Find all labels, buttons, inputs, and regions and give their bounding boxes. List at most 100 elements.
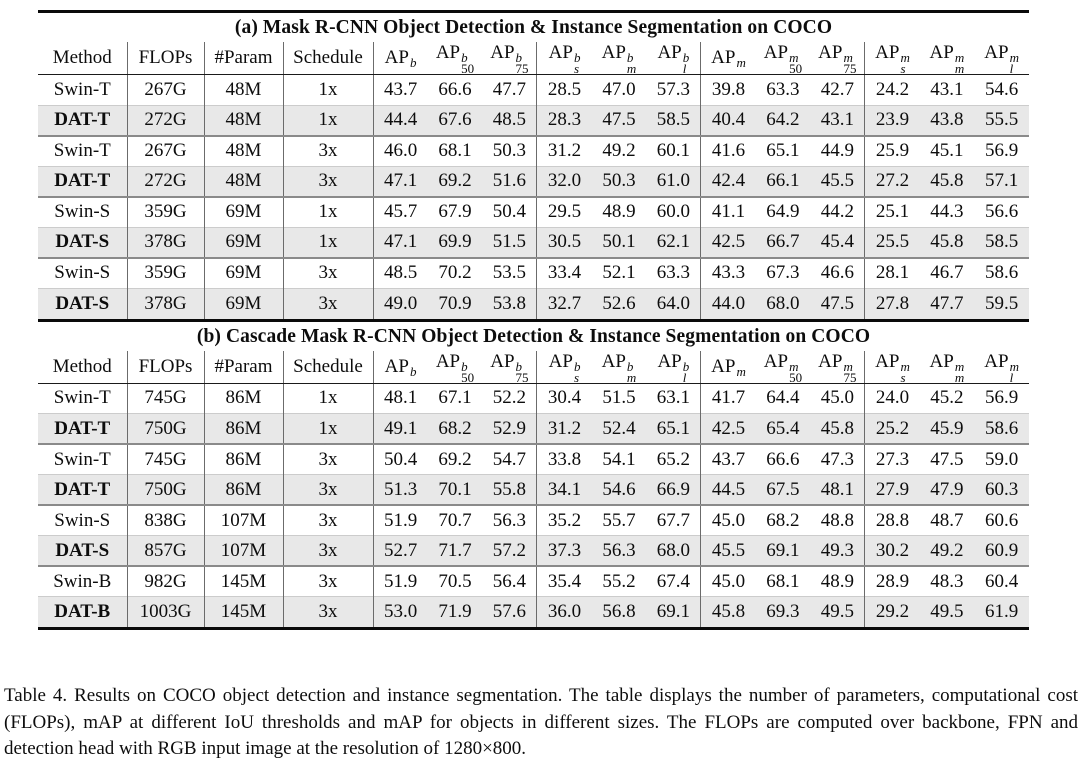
method-cell: DAT-T bbox=[38, 104, 127, 136]
metric-base: AP bbox=[711, 47, 736, 68]
method-cell: Swin-T bbox=[53, 387, 111, 409]
value-cell: 3x bbox=[282, 596, 373, 627]
value-cell: 41.1 bbox=[700, 195, 756, 227]
value-cell: 60.3 bbox=[974, 474, 1029, 505]
value-cell: 69.1 bbox=[646, 596, 701, 627]
value-cell: 24.0 bbox=[864, 383, 920, 414]
value-cell: 1x bbox=[282, 226, 373, 258]
column-header: AP m m bbox=[919, 350, 975, 384]
value-cell: 47.1 bbox=[372, 226, 428, 258]
metric-supsub: m 75 bbox=[843, 50, 857, 75]
value-cell: 3x bbox=[282, 287, 373, 319]
value-cell: 51.9 bbox=[372, 565, 428, 597]
metric-base: AP bbox=[435, 350, 461, 372]
table-row: DAT-T 272G 48M 3x 47.1 69.2 51.6 32.0 50.3 61.0 42… bbox=[38, 165, 1029, 197]
metric-base: AP bbox=[818, 350, 843, 372]
value-cell: 69.9 bbox=[427, 226, 483, 258]
value-cell: 145M bbox=[203, 596, 283, 627]
value-cell: 56.3 bbox=[482, 504, 537, 536]
value-cell: 49.2 bbox=[591, 134, 647, 166]
value-cell: 50.1 bbox=[591, 226, 647, 258]
value-cell: 66.1 bbox=[755, 165, 811, 197]
value-cell: 66.9 bbox=[646, 474, 701, 505]
value-cell: 33.4 bbox=[536, 256, 592, 288]
value-cell: 45.0 bbox=[700, 504, 756, 536]
value-cell: 51.5 bbox=[482, 226, 537, 258]
value-cell: 27.3 bbox=[864, 443, 920, 475]
method-cell: DAT-S bbox=[38, 287, 127, 319]
value-cell: 28.1 bbox=[864, 256, 920, 288]
value-cell: 25.1 bbox=[864, 195, 920, 227]
value-cell: 43.1 bbox=[930, 78, 964, 100]
metric-supsub: b 75 bbox=[515, 50, 529, 75]
value-cell: 42.4 bbox=[700, 165, 756, 197]
metric-base: AP bbox=[601, 42, 626, 63]
value-cell: 58.5 bbox=[646, 104, 701, 136]
value-cell: 31.2 bbox=[536, 413, 592, 444]
value-cell: 48.9 bbox=[591, 195, 647, 227]
metric-base: AP bbox=[763, 350, 789, 372]
value-cell: 54.6 bbox=[984, 78, 1019, 100]
column-header: AP m s bbox=[864, 42, 920, 75]
value-cell: 44.5 bbox=[700, 474, 756, 505]
table-row: Swin-T 745G 86M 1x 48.1 67.1 52.2 30.4 51.5 63.1 4… bbox=[38, 383, 1029, 414]
header-row: Method FLOPs #Param Schedule AP b AP b 50 AP b 75 AP… bbox=[38, 350, 1029, 384]
value-cell: 41.6 bbox=[700, 134, 756, 166]
value-cell: 48.5 bbox=[372, 256, 428, 288]
value-cell: 43.3 bbox=[700, 256, 756, 288]
column-header: AP m bbox=[700, 42, 756, 75]
value-cell: 36.0 bbox=[536, 596, 592, 627]
value-cell: 63.3 bbox=[766, 78, 800, 100]
column-header: AP b m bbox=[591, 42, 647, 75]
value-cell: 267G bbox=[126, 74, 204, 105]
value-cell: 45.0 bbox=[820, 387, 854, 409]
value-cell: 982G bbox=[126, 565, 204, 597]
value-cell: 58.5 bbox=[974, 226, 1029, 258]
metric-base: AP bbox=[929, 42, 954, 63]
value-cell: 86M bbox=[203, 443, 283, 475]
method-cell: DAT-B bbox=[38, 596, 127, 627]
value-cell: 68.0 bbox=[755, 287, 811, 319]
value-cell: 46.7 bbox=[919, 256, 975, 288]
value-cell: 44.0 bbox=[700, 287, 756, 319]
value-cell: 750G bbox=[126, 474, 204, 505]
value-cell: 56.3 bbox=[591, 535, 647, 566]
column-header: #Param bbox=[203, 350, 283, 384]
value-cell: 68.2 bbox=[427, 413, 483, 444]
value-cell: 56.4 bbox=[482, 565, 537, 597]
value-cell: 45.5 bbox=[700, 535, 756, 566]
value-cell: 44.2 bbox=[810, 195, 865, 227]
table-row: DAT-T 750G 86M 1x 49.1 68.2 52.9 31.2 52.4 65.1 42… bbox=[38, 413, 1029, 444]
value-cell: 70.9 bbox=[427, 287, 483, 319]
column-header: Schedule bbox=[282, 42, 373, 75]
metric-base: AP bbox=[548, 42, 573, 63]
value-cell: 49.0 bbox=[372, 287, 428, 319]
metric-base: AP bbox=[384, 355, 409, 377]
table-row: Swin-T 745G 86M 3x 50.4 69.2 54.7 33.8 54.1 65.2 4… bbox=[38, 443, 1029, 475]
value-cell: 39.8 bbox=[700, 74, 756, 105]
value-cell: 45.0 bbox=[700, 565, 756, 597]
table-row: DAT-S 378G 69M 3x 49.0 70.9 53.8 32.7 52.6 64.0 44… bbox=[38, 287, 1029, 319]
value-cell: 267G bbox=[126, 134, 204, 166]
method-cell: Swin-S bbox=[38, 504, 127, 536]
value-cell: 359G bbox=[126, 195, 204, 227]
value-cell: 66.7 bbox=[755, 226, 811, 258]
value-cell: 67.3 bbox=[755, 256, 811, 288]
header-row: Method FLOPs #Param Schedule AP b AP b 50 AP b 75 AP… bbox=[38, 42, 1029, 75]
value-cell: 71.9 bbox=[427, 596, 483, 627]
value-cell: 57.6 bbox=[482, 596, 537, 627]
value-cell: 69.3 bbox=[755, 596, 811, 627]
value-cell: 3x bbox=[282, 565, 373, 597]
metric-base: AP bbox=[984, 42, 1009, 63]
subtable-b-title: (b) Cascade Mask R-CNN Object Detection … bbox=[196, 325, 871, 347]
value-cell: 65.2 bbox=[646, 443, 701, 475]
table-row: DAT-T 750G 86M 3x 51.3 70.1 55.8 34.1 54.6 66.9 44… bbox=[38, 474, 1029, 505]
value-cell: 23.9 bbox=[864, 104, 920, 136]
value-cell: 45.5 bbox=[810, 165, 865, 197]
value-cell: 45.9 bbox=[919, 413, 975, 444]
value-cell: 63.3 bbox=[646, 256, 701, 288]
table-row: Swin-T 267G 48M 1x 43.7 66.6 47.7 28.5 47.0 57.3 3… bbox=[38, 74, 1029, 105]
value-cell: 55.2 bbox=[591, 565, 647, 597]
